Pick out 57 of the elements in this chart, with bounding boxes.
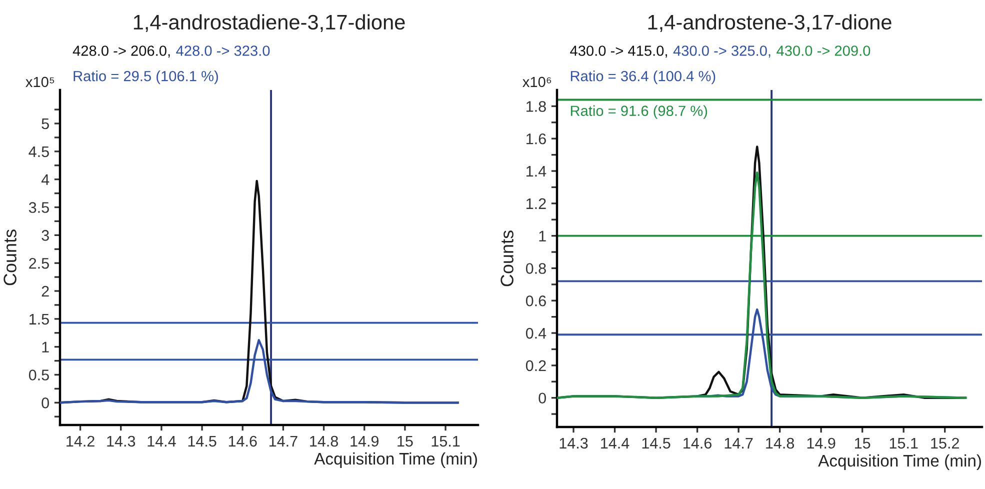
x-tick-label: 14.8 <box>766 438 794 449</box>
y-tick-label: 1 <box>539 230 546 242</box>
text: Ratio = 36.4 (100.4 %) <box>570 70 716 84</box>
x-tick-label: 14.3 <box>560 438 588 449</box>
x-tick-label: 14.4 <box>601 438 630 448</box>
x-tick-label: 15 <box>855 438 870 449</box>
y-tick-label: 1.2 <box>526 198 546 209</box>
text: Ratio = 29.5 (106.1 %) <box>74 70 218 84</box>
text: 430.0 -> 209.0 <box>776 46 870 56</box>
y-tick-label: 4.5 <box>28 146 49 158</box>
y-tick-label: 2 <box>42 286 49 297</box>
x-tick-label: 14.9 <box>350 436 379 447</box>
x-tick-label: 14.4 <box>148 436 176 446</box>
annotation: Ratio = 91.6 (98.7 %) <box>570 105 708 119</box>
y-tick-label: 3.5 <box>28 202 49 213</box>
y-tick-label: 5 <box>42 118 49 130</box>
y-tick-label: 0.6 <box>526 295 546 306</box>
x-axis-title: Acquisition Time (min) <box>314 452 477 468</box>
text: 430.0 -> 415.0, <box>570 46 667 58</box>
x-tick-label: 14.7 <box>724 438 753 448</box>
x-tick-label: 14.8 <box>310 436 338 447</box>
y-tick-label: 3 <box>42 230 49 241</box>
text: x10⁶ <box>522 76 552 88</box>
y-tick-label: 1.4 <box>526 166 546 177</box>
y-tick-label: 1 <box>42 342 49 352</box>
x-tick-label: 14.9 <box>807 438 836 449</box>
y-tick-label: 0.5 <box>28 370 49 380</box>
y-tick-label: 0.8 <box>526 263 546 274</box>
x-tick-label: 15.1 <box>432 436 460 447</box>
chart-title: 1,4-androstadiene-3,17-dione <box>134 14 405 32</box>
text: 428.0 -> 323.0 <box>176 46 270 56</box>
y-tick-label: 0 <box>538 392 546 404</box>
x-tick-label: 14.6 <box>228 436 257 447</box>
x-tick-label: 15.2 <box>931 438 959 449</box>
y-tick-label: 0.4 <box>526 328 546 339</box>
x-tick-label: 14.7 <box>270 436 298 446</box>
x-tick-label: 14.5 <box>188 436 216 447</box>
y-tick-label: 1.8 <box>526 101 546 112</box>
x-tick-label: 14.5 <box>642 438 670 449</box>
y-tick-label: 0 <box>42 398 49 408</box>
y-tick-label: 2.5 <box>29 258 49 269</box>
text: 428.0 -> 206.0, <box>72 46 170 58</box>
y-tick-label: 0.2 <box>526 360 546 372</box>
text: x10⁵ <box>26 76 54 88</box>
y-axis-title: Counts <box>500 230 514 286</box>
y-tick-label: 1.5 <box>30 314 49 325</box>
x-tick-label: 15.1 <box>890 438 918 449</box>
x-tick-label: 14.6 <box>684 438 712 449</box>
x-tick-label: 15 <box>398 436 413 447</box>
x-tick-label: 14.3 <box>107 436 136 447</box>
x-axis-title: Acquisition Time (min) <box>818 454 981 470</box>
y-tick-label: 4 <box>41 174 50 185</box>
y-axis-title: Counts <box>4 230 16 286</box>
text: 430.0 -> 325.0, <box>673 46 770 58</box>
x-tick-label: 14.2 <box>66 436 94 446</box>
chart-title: 1,4-androstene-3,17-dione <box>648 14 892 32</box>
y-tick-label: 1.6 <box>526 133 546 144</box>
